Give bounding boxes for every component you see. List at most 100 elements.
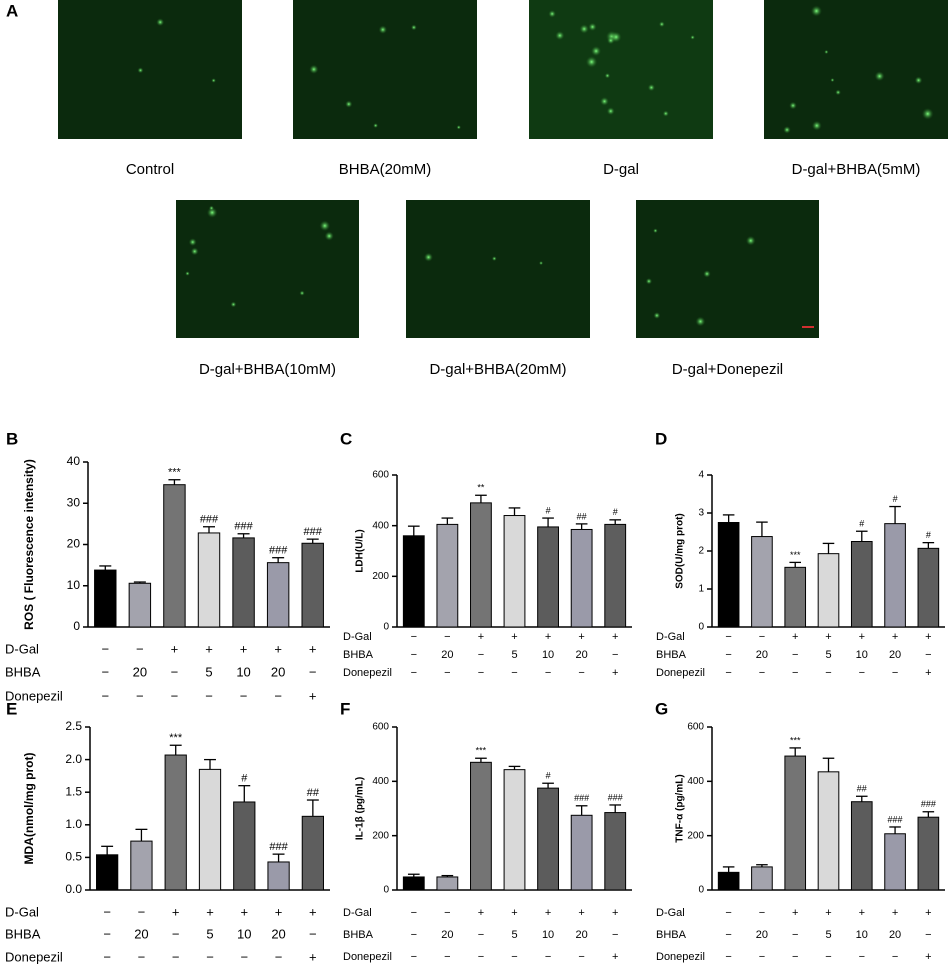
- micrograph: [406, 200, 590, 338]
- condition-value: −: [925, 649, 931, 661]
- condition-value: +: [578, 907, 584, 919]
- micrograph: [636, 200, 819, 338]
- cell: [491, 256, 497, 262]
- condition-value: −: [892, 667, 898, 679]
- cell: [810, 5, 823, 17]
- y-tick-label: 200: [372, 830, 389, 841]
- significance: ###: [574, 793, 589, 803]
- y-tick-label: 0.5: [65, 850, 82, 864]
- condition-value: −: [411, 951, 417, 963]
- micrograph: [58, 0, 242, 139]
- condition-value: −: [172, 949, 180, 964]
- cell: [835, 89, 841, 96]
- cell: [579, 24, 589, 34]
- y-axis-label: SOD(U/mg prot): [675, 513, 686, 589]
- cell: [874, 71, 885, 82]
- condition-value: +: [612, 631, 618, 643]
- significance: #: [859, 519, 864, 529]
- bar: [233, 801, 256, 891]
- bar: [503, 515, 526, 628]
- condition-value: +: [545, 631, 551, 643]
- condition-value: −: [925, 929, 931, 941]
- image-caption: D-gal+BHBA(20mM): [429, 361, 566, 378]
- y-tick-label: 600: [687, 722, 704, 733]
- bar: [503, 769, 526, 891]
- bar: [884, 523, 906, 628]
- condition-value: 10: [236, 664, 250, 679]
- bar: [751, 536, 773, 628]
- condition-value: −: [792, 951, 798, 963]
- condition-value: −: [792, 649, 798, 661]
- cell: [424, 252, 434, 262]
- bar: [537, 526, 559, 628]
- bar: [128, 582, 152, 628]
- condition-name: BHBA: [343, 929, 374, 941]
- panel-letter: D: [655, 429, 667, 448]
- condition-value: +: [892, 631, 898, 643]
- condition-value: −: [759, 667, 765, 679]
- condition-name: Donepezil: [656, 951, 705, 963]
- significance: ###: [921, 799, 936, 809]
- condition-value: −: [545, 951, 551, 963]
- cell: [653, 228, 658, 234]
- condition-value: −: [759, 907, 765, 919]
- condition-value: −: [792, 667, 798, 679]
- condition-value: −: [725, 907, 731, 919]
- condition-value: 20: [889, 929, 901, 941]
- condition-name: BHBA: [5, 664, 41, 679]
- condition-value: −: [478, 667, 484, 679]
- bar: [436, 876, 459, 891]
- condition-value: +: [206, 904, 214, 919]
- significance: #: [241, 773, 248, 785]
- cell: [921, 107, 934, 120]
- cell: [319, 220, 331, 232]
- condition-value: −: [825, 951, 831, 963]
- condition-value: −: [411, 929, 417, 941]
- cell: [345, 100, 353, 108]
- panel-letter: B: [6, 429, 18, 448]
- condition-value: −: [478, 649, 484, 661]
- condition-value: 20: [134, 926, 148, 941]
- condition-name: D-Gal: [343, 907, 372, 919]
- micrograph: [176, 200, 359, 338]
- micrograph: [764, 0, 948, 139]
- cell: [410, 24, 417, 31]
- condition-value: −: [411, 631, 417, 643]
- condition-value: −: [205, 688, 213, 703]
- cell: [745, 235, 756, 246]
- condition-value: +: [478, 907, 484, 919]
- cell: [830, 78, 835, 83]
- cell: [548, 10, 556, 18]
- condition-value: 5: [825, 649, 831, 661]
- condition-value: −: [138, 949, 146, 964]
- condition-value: −: [309, 926, 317, 941]
- condition-value: 10: [237, 926, 251, 941]
- condition-value: +: [612, 951, 618, 963]
- condition-value: −: [101, 664, 109, 679]
- condition-value: −: [859, 667, 865, 679]
- condition-value: 20: [756, 929, 768, 941]
- cell: [299, 290, 305, 296]
- condition-value: −: [444, 907, 450, 919]
- significance: ***: [169, 732, 183, 744]
- condition-value: 10: [856, 649, 868, 661]
- bar: [751, 866, 773, 891]
- condition-value: −: [545, 667, 551, 679]
- significance: ##: [577, 511, 587, 521]
- condition-value: −: [444, 667, 450, 679]
- y-tick-label: 20: [67, 537, 81, 551]
- cell: [378, 25, 388, 34]
- bar: [301, 542, 324, 628]
- condition-value: +: [478, 631, 484, 643]
- condition-value: −: [240, 688, 248, 703]
- significance: ###: [888, 814, 903, 824]
- condition-value: 20: [441, 929, 453, 941]
- bar: [94, 569, 117, 628]
- cell: [690, 35, 695, 40]
- panel-letter: F: [340, 699, 350, 718]
- bar: [436, 523, 459, 628]
- y-tick-label: 0: [698, 622, 704, 633]
- condition-value: −: [411, 649, 417, 661]
- condition-value: 20: [576, 929, 588, 941]
- cell: [658, 21, 665, 28]
